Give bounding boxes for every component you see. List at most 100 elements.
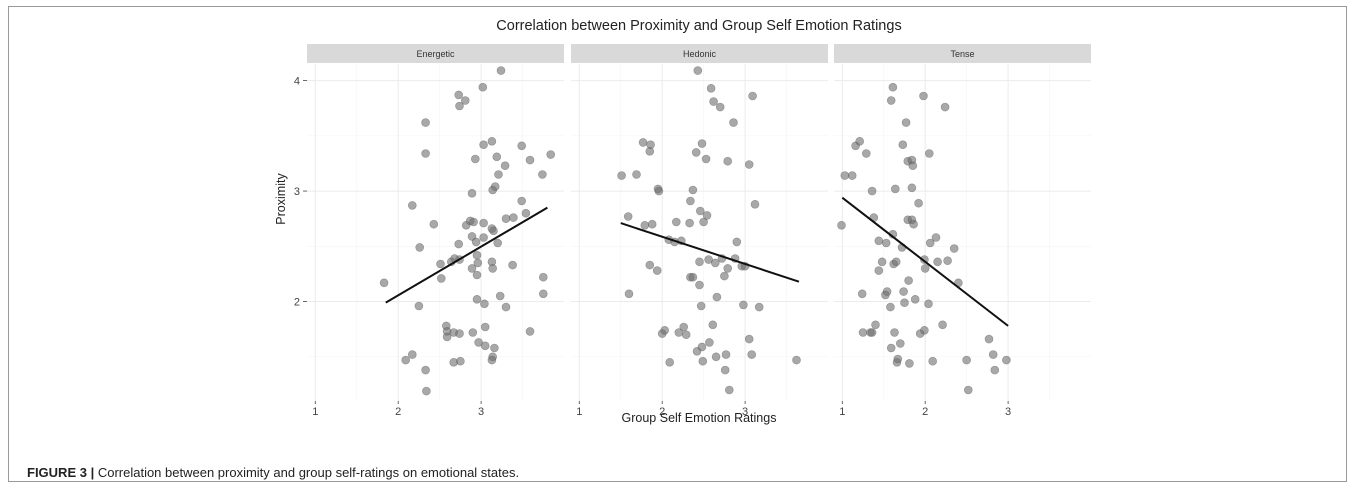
data-point <box>479 140 488 149</box>
data-point <box>429 219 439 229</box>
data-point <box>421 149 430 158</box>
data-point <box>685 218 694 228</box>
data-point <box>914 198 923 208</box>
data-point <box>744 160 754 169</box>
x-tick-label: 1 <box>839 406 845 418</box>
data-point <box>925 238 935 248</box>
data-point <box>874 266 884 275</box>
data-point <box>984 334 994 344</box>
data-point <box>525 155 535 165</box>
data-point <box>480 322 490 332</box>
regression-line <box>385 206 548 304</box>
data-point <box>660 325 670 335</box>
data-point <box>415 243 425 252</box>
data-point <box>454 239 464 249</box>
facet-strip <box>571 44 828 63</box>
data-point <box>920 325 929 335</box>
data-point <box>858 328 868 337</box>
data-point <box>750 200 760 209</box>
data-point <box>401 355 411 365</box>
data-point <box>407 350 417 359</box>
data-point <box>632 170 641 179</box>
facet-strip <box>307 44 564 63</box>
y-tick-label: 2 <box>294 297 300 309</box>
data-point <box>652 266 662 275</box>
x-tick-label: 2 <box>659 406 665 418</box>
data-point <box>538 170 547 179</box>
data-point <box>436 259 445 269</box>
data-point <box>867 328 877 337</box>
data-point <box>471 237 481 247</box>
data-point <box>695 257 704 267</box>
data-point <box>640 221 650 230</box>
data-point <box>747 350 757 359</box>
data-point <box>909 219 918 229</box>
data-point <box>739 300 748 310</box>
data-point <box>467 189 477 198</box>
x-axis-label: Group Self Emotion Ratings <box>622 411 777 425</box>
faceted-scatter-chart: Correlation between Proximity and Group … <box>274 18 1091 425</box>
data-point <box>686 196 695 206</box>
data-point <box>886 96 896 105</box>
data-point <box>924 299 933 309</box>
data-point <box>920 264 930 273</box>
x-tick-label: 2 <box>395 406 401 418</box>
data-point <box>490 343 499 353</box>
data-point <box>721 350 731 359</box>
facet-strip-label: Tense <box>950 49 974 59</box>
y-tick-label: 4 <box>294 76 300 88</box>
data-point <box>886 343 896 353</box>
data-point <box>697 139 707 148</box>
data-point <box>638 138 648 147</box>
data-point <box>508 260 517 270</box>
data-point <box>617 171 626 180</box>
data-point <box>469 217 478 227</box>
data-point <box>882 287 892 296</box>
data-point <box>919 91 928 101</box>
data-point <box>681 330 691 340</box>
data-point <box>988 350 998 359</box>
data-point <box>460 96 470 105</box>
data-point <box>724 385 734 395</box>
x-tick-label: 1 <box>576 406 582 418</box>
figure-frame: Correlation between Proximity and Group … <box>8 6 1347 482</box>
caption-text: Correlation between proximity and group … <box>97 465 520 480</box>
data-point <box>744 334 754 344</box>
data-point <box>521 208 531 218</box>
data-point <box>623 212 633 221</box>
data-point <box>908 161 918 170</box>
data-point <box>493 238 503 248</box>
data-point <box>456 356 465 366</box>
data-point <box>538 272 548 282</box>
data-point <box>647 219 657 229</box>
data-point <box>924 149 934 158</box>
data-point <box>414 301 424 311</box>
data-point <box>407 201 417 210</box>
data-point <box>940 102 950 112</box>
data-point <box>500 161 510 170</box>
data-point <box>695 206 705 216</box>
data-point <box>490 182 500 191</box>
data-point <box>874 236 884 246</box>
facet-panels: Energetic 1 2 3 Hedonic 1 2 3 Tense 1 2 3 2 3 4 <box>294 44 1091 418</box>
data-point <box>665 357 675 367</box>
data-point <box>645 260 655 270</box>
data-point <box>489 226 498 236</box>
data-point <box>990 365 1000 375</box>
data-point <box>963 385 973 395</box>
data-point <box>538 289 548 299</box>
data-point <box>847 171 857 180</box>
data-point <box>379 278 389 288</box>
data-point <box>492 152 502 162</box>
data-point <box>907 183 917 193</box>
data-point <box>470 154 480 164</box>
regression-line <box>841 196 1009 327</box>
data-point <box>881 238 891 248</box>
data-point <box>890 184 900 194</box>
data-point <box>478 82 488 92</box>
data-point <box>688 272 698 282</box>
data-point <box>702 211 712 220</box>
data-point <box>480 341 490 351</box>
regression-line <box>620 222 800 283</box>
data-point <box>501 302 511 312</box>
